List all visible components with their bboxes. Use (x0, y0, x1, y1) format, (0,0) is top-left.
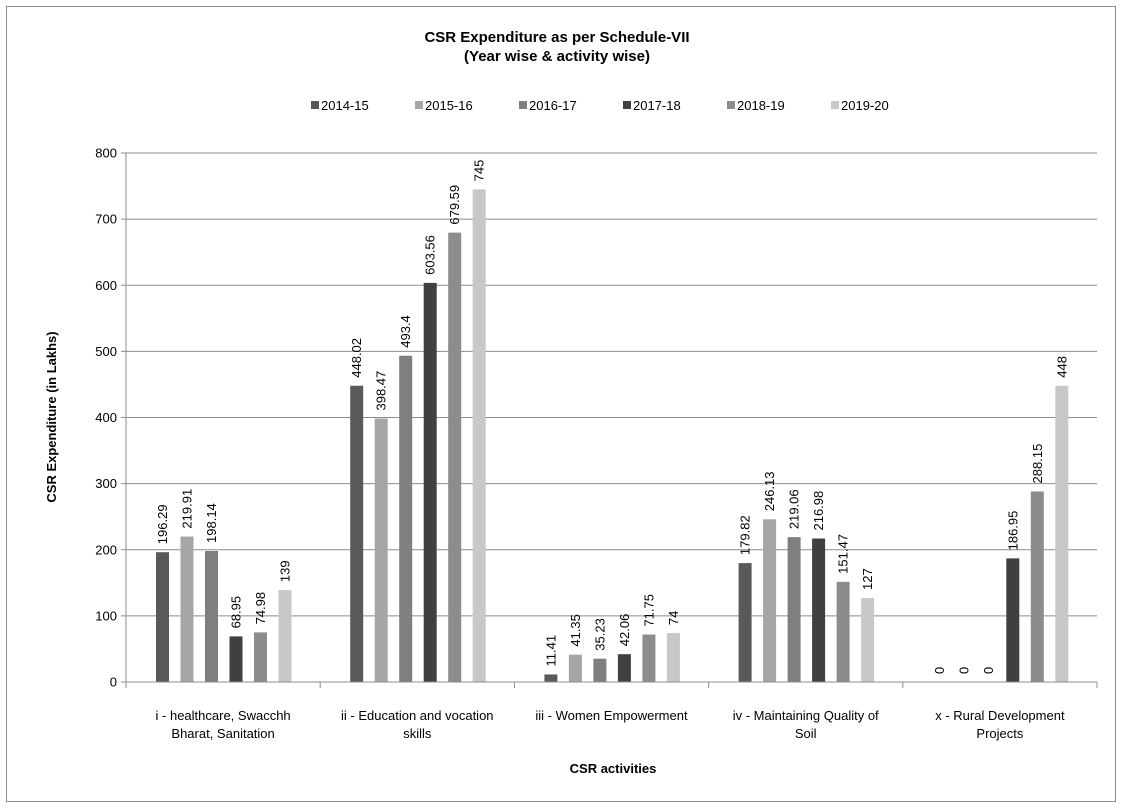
bar-2018-19-cat1 (254, 632, 267, 682)
y-axis-ticks: 0 100 200 300 400 500 600 700 800 (95, 146, 127, 690)
y-axis-title: CSR Expenditure (in Lakhs) (44, 331, 59, 502)
chart-subtitle: (Year wise & activity wise) (464, 48, 650, 65)
category-labels: i - healthcare, Swacchh Bharat, Sanitatio… (156, 708, 1065, 741)
y-tick-label: 400 (95, 410, 117, 425)
data-label: 0 (932, 667, 947, 674)
category-label: Projects (976, 726, 1023, 741)
y-tick-label: 0 (110, 675, 117, 690)
data-label: 186.95 (1005, 511, 1020, 551)
data-label: 74 (666, 611, 681, 625)
gridlines (126, 152, 1097, 683)
bar-2015-16-cat4 (763, 519, 777, 682)
legend-label: 2017-18 (633, 98, 681, 113)
x-axis (125, 681, 1098, 688)
legend-swatch (519, 101, 527, 109)
category-label: i - healthcare, Swacchh (156, 708, 291, 723)
bar-2014-15-cat4 (738, 563, 752, 682)
bar-2015-16-cat2 (374, 418, 388, 682)
bar-2017-18-cat3 (617, 654, 631, 682)
bar-2014-15-cat1 (156, 552, 169, 682)
y-tick-label: 700 (95, 212, 117, 227)
bar-2018-19-cat4 (836, 581, 850, 682)
bar-2019-20-cat4 (861, 598, 875, 682)
bar-2017-18-cat4 (812, 538, 826, 682)
category-label: x - Rural Development (935, 708, 1065, 723)
data-label: 71.75 (641, 594, 656, 627)
data-label: 246.13 (762, 471, 777, 511)
data-label: 196.29 (155, 504, 170, 544)
data-label: 448.02 (349, 338, 364, 378)
data-label: 745 (472, 160, 487, 182)
category-label: ii - Education and vocation (341, 708, 493, 723)
category-label: iii - Women Empowerment (535, 708, 688, 723)
bar-2018-19-cat3 (642, 634, 656, 682)
category-label: iv - Maintaining Quality of (733, 708, 879, 723)
data-label: 198.14 (204, 503, 219, 543)
data-label: 603.56 (423, 235, 438, 275)
bar-2016-17-cat1 (205, 550, 218, 682)
bars (156, 189, 1069, 683)
bar-2017-18-cat2 (423, 282, 437, 682)
legend-swatch (311, 101, 319, 109)
data-label: 41.35 (568, 614, 583, 647)
data-label: 42.06 (617, 614, 632, 647)
data-label: 398.47 (374, 371, 389, 411)
data-label: 219.91 (180, 489, 195, 529)
data-label: 288.15 (1030, 444, 1045, 484)
y-tick-label: 800 (95, 146, 117, 161)
data-label: 216.98 (811, 491, 826, 531)
bar-2018-19-cat2 (448, 232, 462, 683)
y-tick-label: 300 (95, 476, 117, 491)
data-label: 219.06 (787, 489, 802, 529)
legend-label: 2016-17 (529, 98, 577, 113)
bar-2019-20-cat2 (472, 189, 486, 682)
y-tick-label: 600 (95, 278, 117, 293)
bar-2014-15-cat3 (544, 674, 558, 682)
category-label: Bharat, Sanitation (171, 726, 274, 741)
data-label: 68.95 (229, 596, 244, 629)
bar-2014-15-cat2 (350, 385, 364, 682)
chart-title: CSR Expenditure as per Schedule-VII (424, 29, 689, 46)
data-label: 139 (278, 560, 293, 582)
legend-swatch (623, 101, 631, 109)
bar-2018-19-cat5 (1030, 491, 1044, 682)
bar-2019-20-cat3 (666, 633, 680, 682)
bar-2016-17-cat2 (399, 355, 413, 682)
data-label: 127 (860, 568, 875, 590)
data-label: 679.59 (447, 185, 462, 225)
data-labels: 196.29 448.02 11.41 179.82 0 219.91 398.47 41.3… (155, 160, 1069, 674)
data-label: 179.82 (738, 515, 753, 555)
legend-label: 2014-15 (321, 98, 369, 113)
data-label: 493.4 (398, 315, 413, 348)
legend-swatch (727, 101, 735, 109)
data-label: 74.98 (253, 592, 268, 625)
x-axis-title: CSR activities (570, 761, 657, 776)
bar-2015-16-cat1 (180, 536, 194, 682)
y-tick-label: 500 (95, 344, 117, 359)
y-tick-label: 100 (95, 608, 117, 623)
legend: 2014-15 2015-16 2016-17 2017-18 2018-19 2019-… (311, 98, 889, 113)
bar-2019-20-cat1 (278, 590, 292, 682)
y-tick-label: 200 (95, 542, 117, 557)
data-label: 0 (981, 667, 996, 674)
bar-2016-17-cat3 (593, 658, 607, 682)
bar-2015-16-cat3 (568, 654, 582, 682)
legend-label: 2018-19 (737, 98, 785, 113)
category-label: skills (403, 726, 432, 741)
bar-2017-18-cat5 (1006, 558, 1020, 682)
bar-2019-20-cat5 (1055, 385, 1069, 682)
data-label: 448 (1054, 356, 1069, 378)
bar-2016-17-cat4 (787, 537, 801, 682)
data-label: 0 (956, 667, 971, 674)
legend-label: 2015-16 (425, 98, 473, 113)
data-label: 11.41 (543, 635, 558, 667)
legend-label: 2019-20 (841, 98, 889, 113)
bar-2017-18-cat1 (229, 636, 243, 682)
data-label: 35.23 (592, 618, 607, 651)
data-label: 151.47 (836, 534, 851, 574)
legend-swatch (415, 101, 423, 109)
legend-swatch (831, 101, 839, 109)
category-label: Soil (795, 726, 817, 741)
